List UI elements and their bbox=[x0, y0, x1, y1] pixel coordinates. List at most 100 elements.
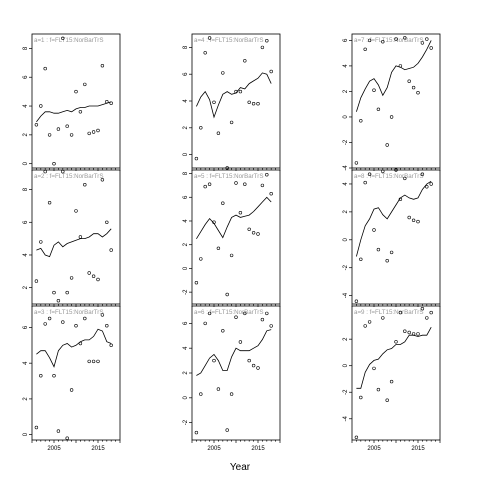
panel-5: a=5 : f=FLT15:NorBarTrS -2 0 2 4 6 8 bbox=[183, 169, 281, 307]
data-point bbox=[199, 392, 203, 396]
y-tick-label: 8 bbox=[23, 46, 29, 50]
data-point bbox=[61, 36, 65, 40]
data-point bbox=[411, 332, 416, 336]
data-point bbox=[429, 46, 433, 50]
panel-strip-label: a=8 : f=FLT15:NorBarTrS bbox=[354, 173, 423, 180]
y-tick-label: -4 bbox=[343, 292, 349, 298]
panel-strip-label: a=5 : f=FLT15:NorBarTrS bbox=[194, 173, 263, 180]
panel-1: a=1 : f=FLT15:NorBarTrS 0 2 4 6 8 bbox=[23, 33, 121, 171]
data-point bbox=[216, 387, 221, 391]
y-tick-label: 2 bbox=[23, 285, 29, 289]
data-point bbox=[61, 320, 65, 324]
data-point bbox=[69, 276, 74, 280]
data-point bbox=[225, 428, 229, 432]
data-point bbox=[372, 366, 376, 371]
data-point bbox=[87, 271, 91, 275]
data-point bbox=[260, 183, 265, 188]
data-point bbox=[91, 274, 96, 278]
y-tick-label: 4 bbox=[183, 219, 189, 223]
y-tick-label: 2 bbox=[183, 242, 189, 246]
data-point bbox=[389, 379, 394, 384]
data-point bbox=[269, 324, 273, 328]
data-point bbox=[398, 310, 403, 315]
data-point bbox=[247, 358, 251, 363]
x-axis-label: Year bbox=[230, 462, 251, 473]
data-point bbox=[216, 246, 221, 251]
y-tick-label: 6 bbox=[183, 321, 189, 325]
data-point bbox=[109, 248, 113, 252]
data-point bbox=[389, 115, 394, 119]
data-point bbox=[207, 311, 212, 316]
data-point bbox=[403, 329, 407, 333]
data-point bbox=[420, 172, 425, 176]
data-point bbox=[194, 430, 199, 435]
y-tick-label: 0 bbox=[183, 395, 189, 399]
data-point bbox=[39, 104, 43, 108]
y-tick-label: -2 bbox=[343, 389, 349, 395]
x-tick-label: 2015 bbox=[91, 446, 105, 452]
data-point bbox=[212, 358, 216, 363]
data-point bbox=[65, 290, 69, 295]
data-point bbox=[363, 180, 367, 185]
data-point bbox=[407, 79, 411, 83]
y-tick-label: 6 bbox=[343, 38, 349, 42]
data-point bbox=[407, 330, 411, 335]
data-point bbox=[43, 66, 47, 71]
data-point bbox=[385, 259, 389, 263]
y-tick-label: 0 bbox=[183, 266, 189, 270]
panel-6: a=8 : f=FLT15:NorBarTrS -4 -2 0 2 4 bbox=[343, 168, 441, 307]
data-point bbox=[105, 99, 109, 104]
trend-line bbox=[196, 72, 272, 119]
y-tick-label: 4 bbox=[343, 64, 349, 68]
y-tick-label: 4 bbox=[343, 182, 349, 186]
panel-strip-label: a=9 : f=FLT15:NorBarTrS bbox=[354, 309, 423, 316]
data-point bbox=[420, 307, 425, 311]
data-point bbox=[207, 182, 212, 186]
data-point bbox=[74, 209, 78, 213]
data-point bbox=[225, 166, 229, 170]
y-tick-label: 4 bbox=[183, 99, 189, 103]
data-point bbox=[247, 227, 251, 232]
data-point bbox=[260, 45, 265, 50]
panel-frame bbox=[31, 169, 121, 305]
data-point bbox=[65, 124, 69, 128]
y-tick-label: 6 bbox=[183, 195, 189, 199]
data-point bbox=[234, 315, 238, 319]
panel-frame bbox=[351, 33, 441, 169]
y-tick-label: 2 bbox=[343, 210, 349, 214]
y-tick-label: 4 bbox=[183, 346, 189, 350]
data-point bbox=[359, 119, 363, 123]
data-point bbox=[251, 363, 256, 368]
data-point bbox=[83, 82, 87, 87]
data-point bbox=[87, 359, 91, 364]
data-point bbox=[47, 316, 52, 321]
data-point bbox=[403, 176, 407, 181]
data-point bbox=[363, 324, 367, 328]
y-tick-label: 8 bbox=[183, 45, 189, 49]
data-point bbox=[52, 374, 56, 378]
x-tick-label: 2005 bbox=[207, 446, 221, 452]
data-point bbox=[234, 181, 238, 185]
y-tick-label: 6 bbox=[183, 72, 189, 76]
data-point bbox=[207, 36, 212, 40]
data-point bbox=[194, 281, 199, 285]
panel-strip-label: a=2 : f=FLT15:NorBarTrS bbox=[34, 173, 103, 180]
data-point bbox=[238, 211, 243, 215]
data-point bbox=[199, 257, 203, 261]
x-tick-label: 2005 bbox=[47, 446, 61, 452]
data-point bbox=[256, 366, 260, 370]
trend-line bbox=[36, 228, 112, 258]
y-tick-label: 0 bbox=[343, 237, 349, 241]
panel-frame bbox=[31, 33, 121, 169]
y-tick-label: 8 bbox=[183, 171, 189, 175]
data-point bbox=[221, 71, 225, 75]
data-point bbox=[359, 257, 363, 261]
panel-strip-label: a=1 : f=FLT15:NorBarTrS bbox=[34, 37, 103, 44]
data-point bbox=[381, 39, 385, 44]
trend-line bbox=[356, 327, 432, 389]
x-tick-label: 2015 bbox=[411, 446, 425, 452]
data-point bbox=[52, 162, 56, 166]
data-point bbox=[47, 133, 52, 137]
